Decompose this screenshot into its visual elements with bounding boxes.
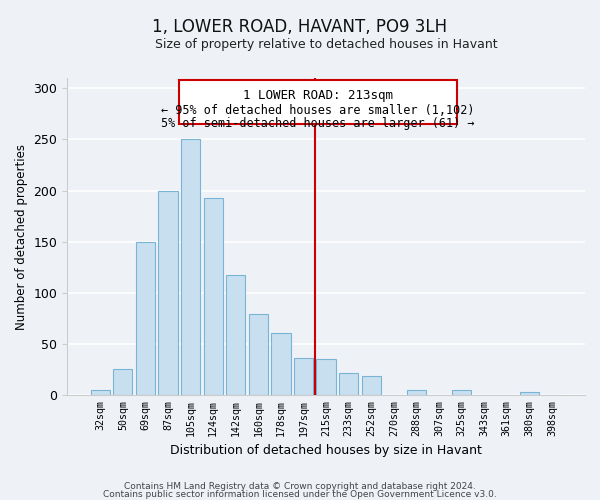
Bar	[203, 198, 223, 396]
X-axis label: Distribution of detached houses by size in Havant: Distribution of detached houses by size …	[170, 444, 482, 458]
Bar	[136, 242, 155, 396]
Bar	[181, 140, 200, 396]
Bar	[226, 274, 245, 396]
Bar	[316, 360, 335, 396]
Bar	[520, 392, 539, 396]
Y-axis label: Number of detached properties: Number of detached properties	[15, 144, 28, 330]
Title: Size of property relative to detached houses in Havant: Size of property relative to detached ho…	[155, 38, 497, 51]
Text: Contains HM Land Registry data © Crown copyright and database right 2024.: Contains HM Land Registry data © Crown c…	[124, 482, 476, 491]
Bar	[339, 373, 358, 396]
Bar	[362, 376, 381, 396]
Text: 1, LOWER ROAD, HAVANT, PO9 3LH: 1, LOWER ROAD, HAVANT, PO9 3LH	[152, 18, 448, 36]
Text: Contains public sector information licensed under the Open Government Licence v3: Contains public sector information licen…	[103, 490, 497, 499]
Text: 5% of semi-detached houses are larger (61) →: 5% of semi-detached houses are larger (6…	[161, 117, 475, 130]
Bar	[158, 190, 178, 396]
FancyBboxPatch shape	[179, 80, 457, 124]
Bar	[407, 390, 426, 396]
Bar	[452, 390, 471, 396]
Bar	[271, 333, 290, 396]
Bar	[249, 314, 268, 396]
Text: ← 95% of detached houses are smaller (1,102): ← 95% of detached houses are smaller (1,…	[161, 104, 475, 117]
Bar	[91, 390, 110, 396]
Bar	[294, 358, 313, 396]
Text: 1 LOWER ROAD: 213sqm: 1 LOWER ROAD: 213sqm	[243, 90, 393, 102]
Bar	[113, 368, 133, 396]
